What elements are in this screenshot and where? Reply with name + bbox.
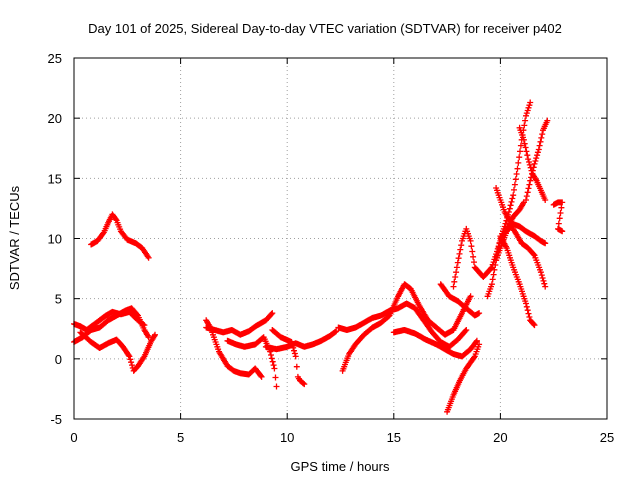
data-point-markers (262, 328, 340, 353)
data-point-markers (444, 341, 483, 415)
data-point-markers (224, 334, 280, 390)
series-arc-g (224, 334, 280, 390)
y-tick-label: 10 (48, 232, 62, 247)
y-tick-labels: -5 0 5 10 15 20 25 (48, 51, 62, 427)
data-point-markers (203, 317, 265, 380)
series-arc-r (497, 233, 538, 329)
y-tick-label: 25 (48, 51, 62, 66)
data-point-markers (77, 329, 158, 374)
data-point-markers (269, 327, 308, 388)
x-tick-labels: 0 5 10 15 20 25 (70, 430, 614, 445)
plot-frame (73, 57, 608, 420)
grid (74, 58, 607, 419)
chart-title: Day 101 of 2025, Sidereal Day-to-day VTE… (88, 21, 562, 36)
y-tick-label: 20 (48, 111, 62, 126)
x-tick-label: 10 (280, 430, 294, 445)
series-arc-a (88, 211, 152, 261)
series-arc-u (523, 117, 551, 203)
data-point-markers (523, 117, 551, 203)
data-point-markers (88, 211, 152, 261)
series-arc-k (339, 281, 474, 374)
series-arc-s (493, 221, 549, 264)
y-tick-label: 5 (55, 292, 62, 307)
data-point-markers (437, 281, 483, 319)
series-arc-i (269, 327, 308, 388)
data-point-markers (497, 233, 538, 329)
series-arc-m (444, 341, 483, 415)
x-axis-label: GPS time / hours (291, 459, 390, 474)
series-arc-j (335, 300, 470, 350)
series-arc-d (77, 329, 158, 374)
y-tick-label: 0 (55, 352, 62, 367)
data-points (71, 99, 566, 415)
x-tick-label: 0 (70, 430, 77, 445)
data-point-markers (203, 310, 276, 338)
y-axis-label: SDTVAR / TECUs (7, 185, 22, 290)
x-tick-label: 25 (600, 430, 614, 445)
data-point-markers (493, 221, 549, 264)
x-tick-label: 5 (177, 430, 184, 445)
series-arc-e (203, 317, 265, 380)
series-arc-h (262, 328, 340, 353)
y-tick-label: -5 (50, 412, 62, 427)
x-tick-label: 20 (493, 430, 507, 445)
series-arc-n (437, 281, 483, 319)
data-point-markers (335, 300, 470, 350)
data-point-markers (390, 327, 480, 360)
data-point-markers (339, 281, 474, 374)
x-tick-label: 15 (387, 430, 401, 445)
series-arc-l (390, 327, 480, 360)
y-tick-label: 15 (48, 171, 62, 186)
data-point-markers (550, 199, 566, 235)
series-arc-v (550, 199, 566, 235)
series-arc-f (203, 310, 276, 338)
